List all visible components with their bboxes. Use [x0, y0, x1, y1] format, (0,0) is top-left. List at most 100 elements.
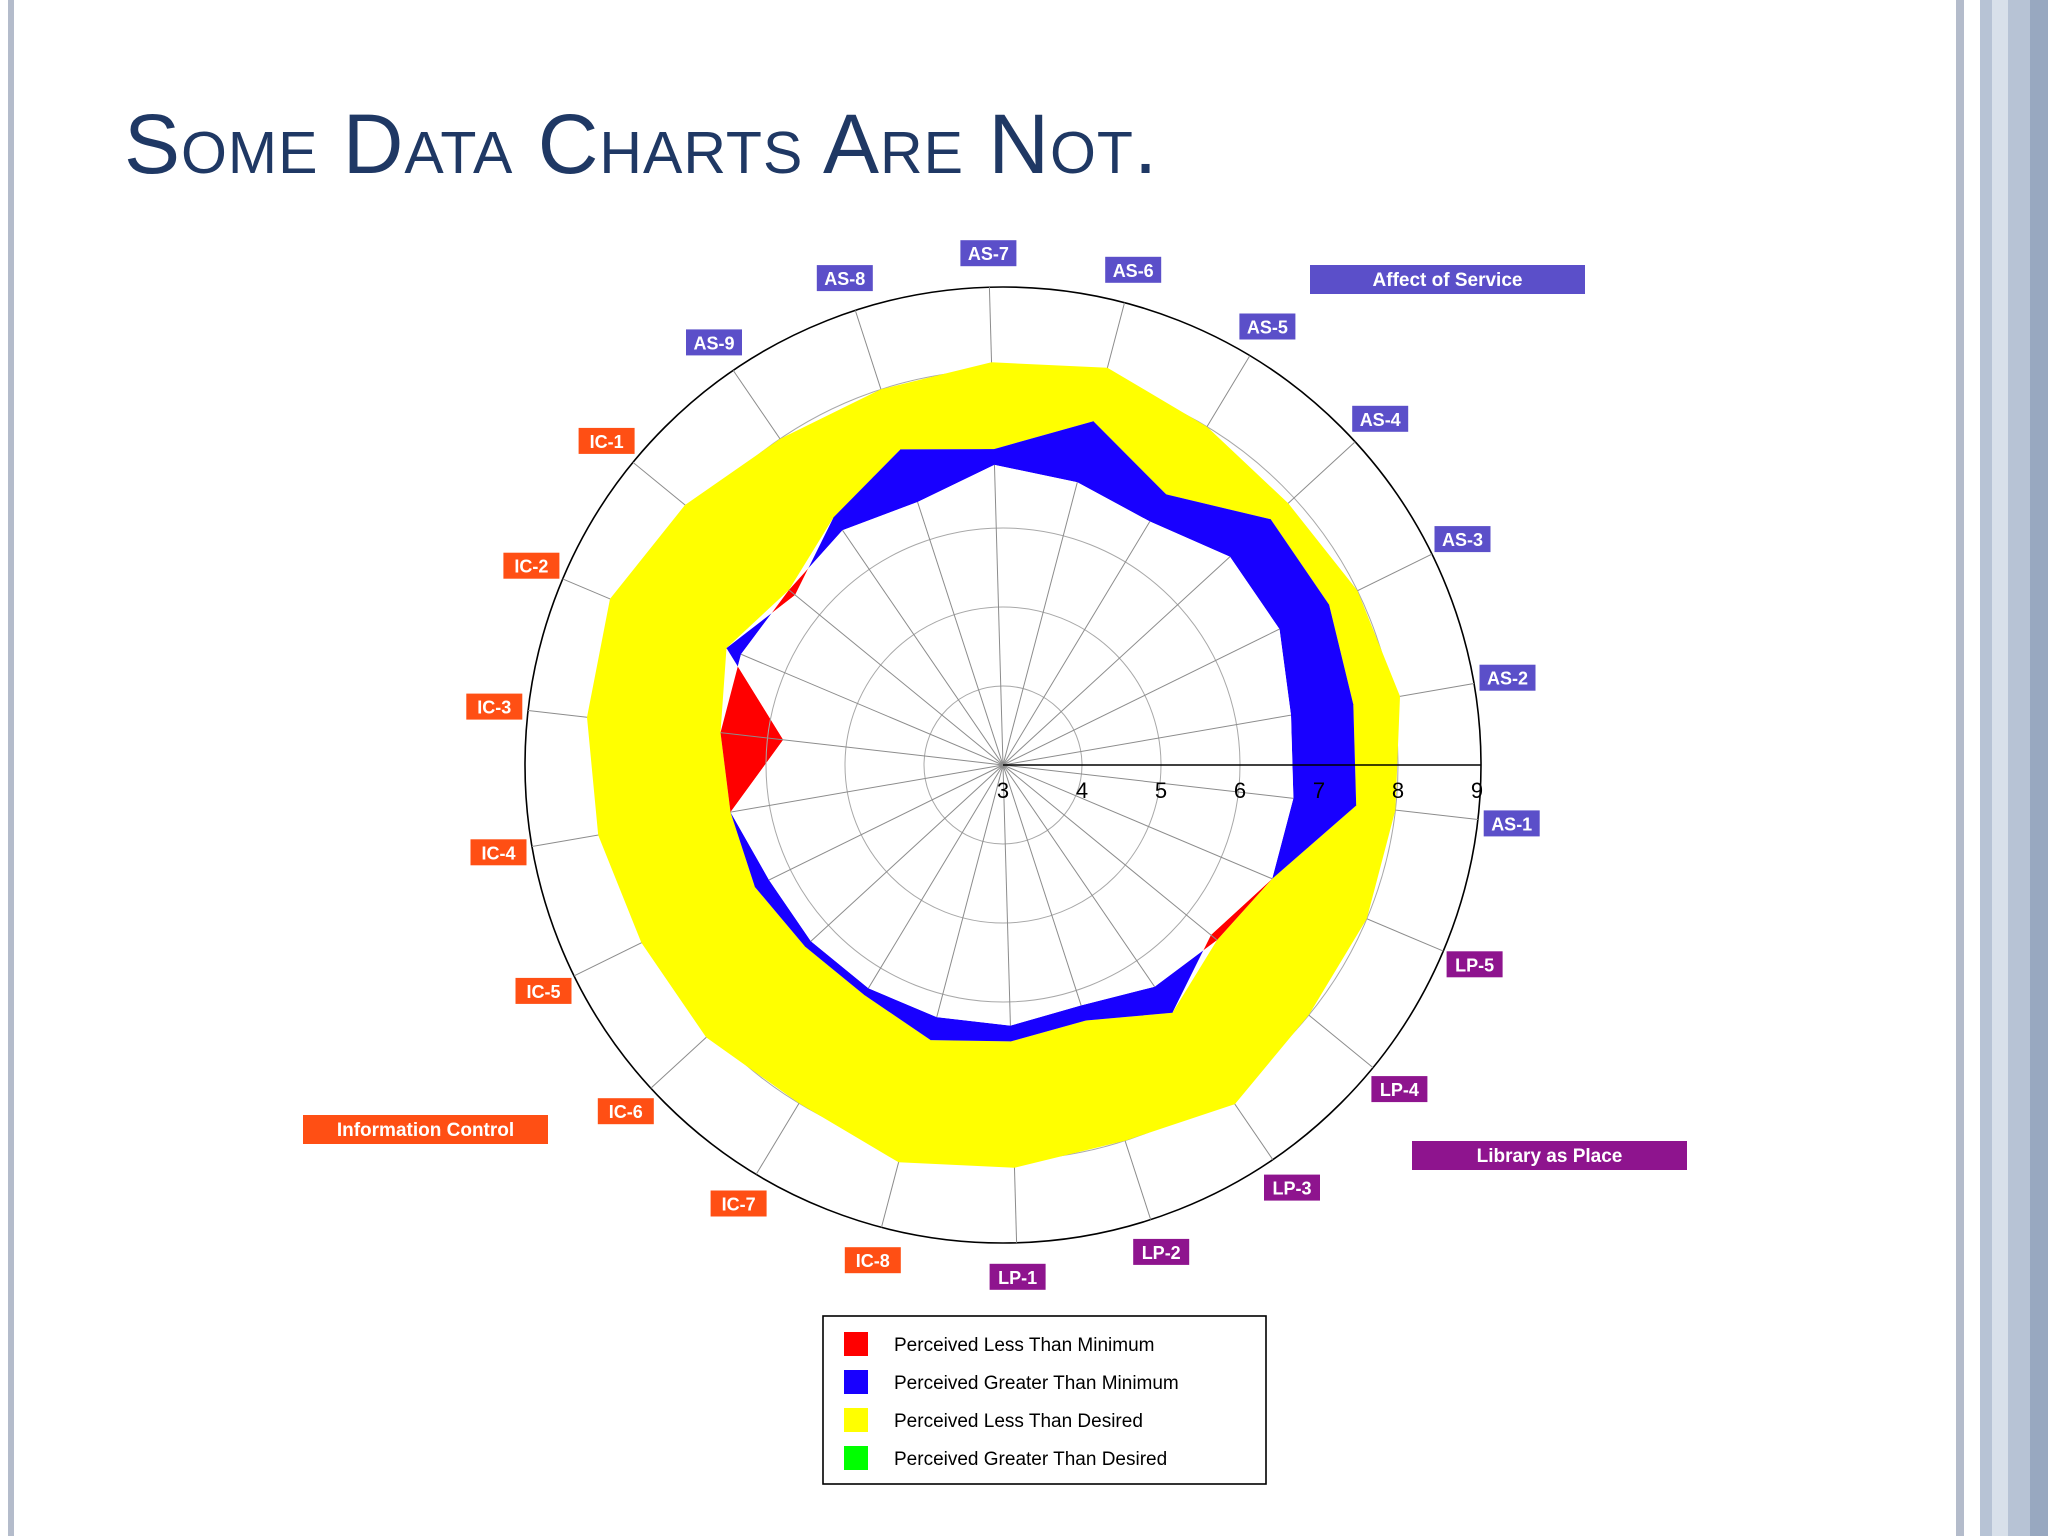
- legend-label: Perceived Greater Than Minimum: [894, 1373, 1179, 1394]
- scale-tick-label: 8: [1392, 778, 1404, 803]
- axis-label-text: IC-8: [856, 1251, 890, 1271]
- axis-label-text: AS-1: [1491, 814, 1532, 834]
- spoke-line: [720, 764, 1004, 1026]
- axis-label-text: LP-4: [1380, 1080, 1419, 1100]
- legend-swatch: [844, 1332, 868, 1356]
- legend-item: Perceived Greater Than Desired: [844, 1446, 1167, 1470]
- core-clip-group: [720, 464, 1294, 1026]
- axis-label-as-9: AS-9: [686, 329, 742, 356]
- axis-label-as-1: AS-1: [1483, 810, 1540, 837]
- axis-label-ic-3: IC-3: [466, 693, 523, 720]
- axis-label-badge: [816, 265, 873, 292]
- spoke-line: [1002, 764, 1274, 1026]
- axis-label-badge: [1239, 313, 1296, 340]
- spoke-line: [720, 710, 1004, 766]
- axis-label-lp-2: LP-2: [1133, 1238, 1190, 1265]
- axis-label-text: AS-9: [693, 333, 734, 353]
- axis-label-text: AS-3: [1442, 530, 1483, 550]
- axis-label-text: IC-1: [590, 432, 624, 452]
- axis-label-ic-1: IC-1: [578, 427, 635, 454]
- spoke-line: [1002, 764, 1152, 1026]
- axis-label-text: LP-1: [998, 1268, 1037, 1288]
- scale-tick-label: 5: [1155, 778, 1167, 803]
- dimension-banner-affect-of-service: Affect of Service: [1310, 265, 1585, 294]
- axis-label-as-3: AS-3: [1434, 526, 1491, 553]
- legend-label: Perceived Less Than Desired: [894, 1411, 1143, 1432]
- legend-item: Perceived Greater Than Minimum: [844, 1370, 1179, 1394]
- slide-title: Some Data Charts Are Not.: [124, 97, 1159, 191]
- axis-label-text: IC-2: [514, 557, 548, 577]
- axis-label-text: IC-6: [609, 1102, 643, 1122]
- axis-label-badge: [1352, 405, 1409, 432]
- axis-label-lp-1: LP-1: [989, 1263, 1046, 1290]
- scale-tick-label: 9: [1471, 778, 1483, 803]
- scale-tick-label: 4: [1076, 778, 1088, 803]
- axis-label-text: AS-7: [968, 244, 1009, 264]
- chart-legend: Perceived Less Than Minimum Perceived Gre…: [822, 1315, 1267, 1485]
- spoke-line: [854, 464, 1004, 766]
- spoke-line: [1002, 764, 1294, 952]
- axis-label-badge: [466, 693, 523, 720]
- slide-right-band-edge: [2030, 0, 2048, 1536]
- axis-label-ic-4: IC-4: [470, 839, 527, 866]
- axis-label-badge: [1105, 256, 1162, 283]
- slide-right-band-highlight: [1992, 0, 2008, 1536]
- spoke-line: [1002, 464, 1294, 766]
- axis-label-badge: [1483, 810, 1540, 837]
- axis-label-badge: [1264, 1174, 1320, 1201]
- spoke-line: [988, 464, 1004, 766]
- legend-swatch: [844, 1446, 868, 1470]
- legend-box: [822, 1315, 1267, 1485]
- axis-label-as-7: AS-7: [960, 240, 1017, 267]
- slide-right-rule: [1956, 0, 1964, 1536]
- axis-label-ic-6: IC-6: [597, 1098, 654, 1125]
- spoke-line: [732, 464, 1004, 766]
- spoke-line: [755, 764, 1004, 1026]
- legend-label: Perceived Less Than Minimum: [894, 1335, 1154, 1356]
- axis-label-badge: [597, 1098, 654, 1125]
- dimension-banner-text: Information Control: [337, 1120, 514, 1141]
- spoke-line: [720, 578, 1004, 766]
- axis-label-text: IC-7: [722, 1195, 756, 1215]
- spoke-line: [720, 764, 1004, 977]
- axis-label-badge: [989, 1263, 1046, 1290]
- axis-label-as-4: AS-4: [1352, 405, 1409, 432]
- scale-tick-label: 7: [1313, 778, 1325, 803]
- axis-label-ic-2: IC-2: [503, 552, 560, 579]
- axis-label-badge: [1371, 1076, 1428, 1103]
- axis-label-text: AS-8: [824, 269, 865, 289]
- dimension-banner-information-control: Information Control: [303, 1115, 548, 1144]
- spoke-line: [1002, 764, 1018, 1026]
- dimension-banner-bg: [1310, 265, 1585, 294]
- spoke-line: [720, 764, 1004, 847]
- axis-label-badge: [1479, 664, 1536, 691]
- axis-label-badge: [1446, 951, 1503, 978]
- axis-label-as-8: AS-8: [816, 265, 873, 292]
- dimension-banner-library-as-place: Library as Place: [1412, 1141, 1687, 1170]
- axis-label-badge: [1133, 1238, 1190, 1265]
- axis-label-lp-4: LP-4: [1371, 1076, 1428, 1103]
- legend-item: Perceived Less Than Minimum: [844, 1332, 1154, 1356]
- axis-label-text: AS-4: [1360, 410, 1401, 430]
- axis-label-text: AS-6: [1113, 261, 1154, 281]
- axis-label-badge: [578, 427, 635, 454]
- axis-label-text: LP-3: [1272, 1179, 1311, 1199]
- legend-item: Perceived Less Than Desired: [844, 1408, 1143, 1432]
- axis-label-text: AS-2: [1487, 669, 1528, 689]
- axis-label-text: IC-4: [481, 843, 515, 863]
- legend-label: Perceived Greater Than Desired: [894, 1449, 1167, 1470]
- axis-label-badge: [844, 1247, 901, 1274]
- scale-tick-label: 6: [1234, 778, 1246, 803]
- axis-label-lp-3: LP-3: [1264, 1174, 1320, 1201]
- axis-label-badge: [710, 1190, 767, 1217]
- axis-label-badge: [686, 329, 742, 356]
- axis-label-badge: [1434, 526, 1491, 553]
- axis-label-badge: [515, 977, 572, 1004]
- spoke-line: [1002, 764, 1294, 1026]
- dimension-banner-bg: [303, 1115, 548, 1144]
- spoke-line: [1002, 764, 1294, 820]
- axis-label-as-6: AS-6: [1105, 256, 1162, 283]
- spoke-line: [881, 764, 1004, 1026]
- core-area: [726, 464, 1294, 1026]
